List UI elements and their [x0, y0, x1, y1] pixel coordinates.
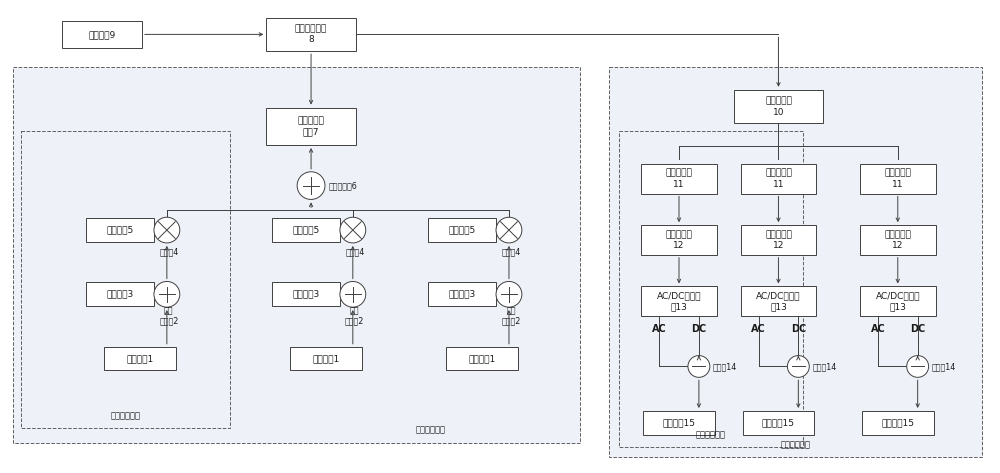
Text: 传感光源9: 传感光源9 [89, 30, 116, 39]
FancyBboxPatch shape [741, 225, 816, 255]
Text: AC: AC [871, 324, 885, 334]
FancyBboxPatch shape [104, 347, 176, 370]
Circle shape [688, 356, 710, 377]
Circle shape [154, 281, 180, 307]
Circle shape [496, 281, 522, 307]
Circle shape [297, 172, 325, 200]
FancyBboxPatch shape [21, 131, 230, 428]
FancyBboxPatch shape [290, 347, 362, 370]
Text: 第二加法器6: 第二加法器6 [329, 181, 358, 190]
Circle shape [787, 356, 809, 377]
Text: 除法器14: 除法器14 [812, 362, 837, 371]
Text: 输出电压15: 输出电压15 [881, 418, 914, 427]
Text: 第一
加法器2: 第一 加法器2 [345, 307, 364, 326]
Text: 载波信号5: 载波信号5 [292, 226, 320, 235]
Text: 第一
加法器2: 第一 加法器2 [159, 307, 179, 326]
Text: 带通滤波器
11: 带通滤波器 11 [884, 169, 911, 189]
Text: AC/DC分离模
块13: AC/DC分离模 块13 [756, 291, 801, 311]
FancyBboxPatch shape [86, 282, 154, 306]
Circle shape [907, 356, 929, 377]
FancyBboxPatch shape [643, 411, 715, 435]
Circle shape [340, 281, 366, 307]
Text: 包络检波器
12: 包络检波器 12 [666, 230, 692, 250]
Text: 乘法器4: 乘法器4 [501, 247, 521, 256]
Text: AC/DC分离模
块13: AC/DC分离模 块13 [657, 291, 701, 311]
FancyBboxPatch shape [446, 347, 518, 370]
FancyBboxPatch shape [860, 287, 936, 316]
Text: 直流偏量3: 直流偏量3 [106, 290, 134, 299]
Text: AC/DC分离模
块13: AC/DC分离模 块13 [876, 291, 920, 311]
FancyBboxPatch shape [272, 218, 340, 242]
Text: 乘法器4: 乘法器4 [159, 247, 178, 256]
FancyBboxPatch shape [862, 411, 934, 435]
FancyBboxPatch shape [734, 90, 823, 123]
Text: 直流偏量3: 直流偏量3 [292, 290, 320, 299]
Text: DC: DC [691, 324, 707, 334]
FancyBboxPatch shape [860, 164, 936, 193]
Text: 除法器14: 除法器14 [932, 362, 956, 371]
FancyBboxPatch shape [741, 164, 816, 193]
Text: 待测电流1: 待测电流1 [312, 354, 340, 363]
Text: 带通滤波器
11: 带通滤波器 11 [666, 169, 692, 189]
Text: 快速光衰减器
8: 快速光衰减器 8 [295, 24, 327, 44]
FancyBboxPatch shape [86, 218, 154, 242]
Text: 待测电流1: 待测电流1 [126, 354, 154, 363]
FancyBboxPatch shape [428, 282, 496, 306]
FancyBboxPatch shape [62, 20, 142, 48]
FancyBboxPatch shape [272, 282, 340, 306]
Text: 第一
加法器2: 第一 加法器2 [501, 307, 521, 326]
Text: AC: AC [751, 324, 766, 334]
Text: 载波信号5: 载波信号5 [449, 226, 476, 235]
FancyBboxPatch shape [641, 225, 717, 255]
FancyBboxPatch shape [860, 225, 936, 255]
Text: 乘法器4: 乘法器4 [345, 247, 364, 256]
FancyBboxPatch shape [743, 411, 814, 435]
Text: 除法器14: 除法器14 [713, 362, 737, 371]
FancyBboxPatch shape [13, 67, 580, 443]
FancyBboxPatch shape [641, 287, 717, 316]
FancyBboxPatch shape [428, 218, 496, 242]
FancyBboxPatch shape [741, 287, 816, 316]
Text: 载波信号5: 载波信号5 [106, 226, 134, 235]
Text: 输出电压15: 输出电压15 [663, 418, 696, 427]
Text: 带通滤波器
11: 带通滤波器 11 [765, 169, 792, 189]
FancyBboxPatch shape [609, 67, 982, 457]
Text: DC: DC [910, 324, 925, 334]
Text: 包络检波器
12: 包络检波器 12 [884, 230, 911, 250]
Text: 待测电流1: 待测电流1 [468, 354, 496, 363]
Text: 输出电压15: 输出电压15 [762, 418, 795, 427]
FancyBboxPatch shape [266, 107, 356, 145]
FancyBboxPatch shape [641, 164, 717, 193]
Text: DC: DC [791, 324, 806, 334]
Text: 电流解调单元: 电流解调单元 [696, 430, 726, 439]
Circle shape [496, 217, 522, 243]
Text: 包络检波器
12: 包络检波器 12 [765, 230, 792, 250]
Circle shape [154, 217, 180, 243]
Text: 工作点设置
模块7: 工作点设置 模块7 [298, 116, 324, 136]
FancyBboxPatch shape [266, 18, 356, 51]
Text: AC: AC [652, 324, 666, 334]
Text: 光电接收机
10: 光电接收机 10 [765, 96, 792, 117]
Text: 直流偏量3: 直流偏量3 [449, 290, 476, 299]
Text: 电流调理单元: 电流调理单元 [110, 412, 140, 420]
Text: 信号调理模块: 信号调理模块 [415, 425, 445, 434]
FancyBboxPatch shape [619, 131, 803, 447]
Text: 信号解调模块: 信号解调模块 [780, 440, 810, 449]
Circle shape [340, 217, 366, 243]
